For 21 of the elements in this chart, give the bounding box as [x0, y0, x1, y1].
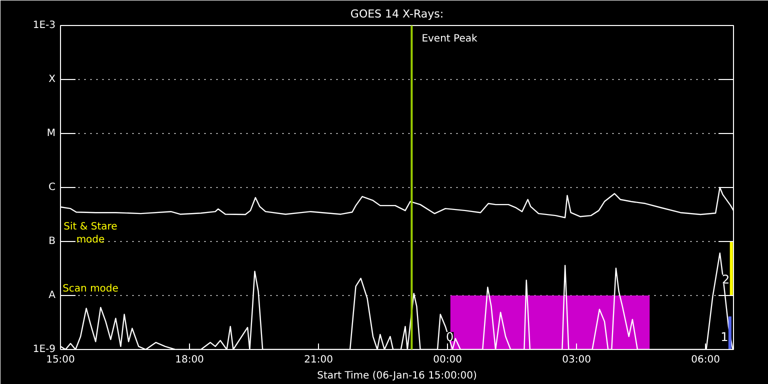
y-tick-label: B: [48, 236, 56, 247]
chart-title: GOES 14 X-Rays:: [350, 8, 444, 20]
y-tick-label: 1E-3: [32, 20, 56, 31]
x-tick-label: 18:00: [175, 354, 204, 366]
annotation: 2: [722, 272, 730, 287]
x-tick-label: 00:00: [433, 354, 462, 366]
y-tick-label: A: [48, 290, 56, 301]
x-tick-label: 21:00: [304, 354, 333, 366]
x-tick-label: 06:00: [691, 354, 720, 366]
x-tick-label: 03:00: [562, 354, 591, 366]
annotation: Sit & Stare mode: [64, 222, 118, 246]
ref-line-label: Event Peak: [422, 34, 478, 44]
x-axis-title: Start Time (06-Jan-16 15:00:00): [317, 370, 477, 382]
annotation: 0: [446, 330, 454, 344]
x-tick-label: 15:00: [46, 354, 75, 366]
annotation: Scan mode: [62, 284, 118, 294]
y-tick-label: 1E-9: [32, 344, 56, 355]
y-tick-label: C: [48, 182, 56, 193]
y-tick-label: X: [48, 74, 56, 85]
y-tick-label: M: [46, 128, 56, 139]
annotation: 1: [720, 330, 728, 344]
